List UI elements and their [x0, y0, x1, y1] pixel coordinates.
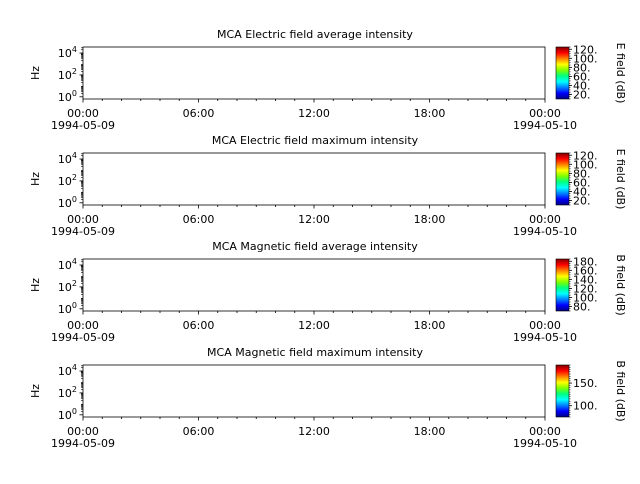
- x-tick-label: 06:00: [183, 213, 215, 226]
- y-axis-label: Hz: [29, 66, 42, 80]
- colorbar-scale: [556, 47, 569, 99]
- colorbar-label: E field (dB): [614, 149, 627, 210]
- y-tick-label: 104: [58, 45, 77, 60]
- plot-area: [83, 259, 545, 311]
- spectrogram-panel-3: MCA Magnetic field average intensity 100 1…: [29, 240, 627, 344]
- y-tick-label: 102: [58, 173, 77, 188]
- y-tick-label: 104: [58, 257, 77, 272]
- spectrogram-panel-2: MCA Electric field maximum intensity 100 1…: [29, 134, 627, 238]
- panel-title: MCA Electric field average intensity: [217, 28, 413, 41]
- x-date-label: 1994-05-10: [513, 119, 577, 132]
- x-date-label: 1994-05-09: [51, 119, 115, 132]
- y-tick-label: 100: [58, 195, 77, 210]
- plot-area: [83, 153, 545, 205]
- y-tick-label: 102: [58, 67, 77, 82]
- panel-title: MCA Magnetic field average intensity: [212, 240, 418, 253]
- panel-title: MCA Electric field maximum intensity: [212, 134, 419, 147]
- colorbar: 20.40.60.80.100.120.E field (dB): [556, 149, 627, 210]
- colorbar-tick-label: 120.: [573, 149, 598, 162]
- x-date-label: 1994-05-10: [513, 225, 577, 238]
- x-tick-label: 18:00: [414, 107, 446, 120]
- colorbar: 20.40.60.80.100.120.E field (dB): [556, 43, 627, 104]
- spectrogram-panel-1: MCA Electric field average intensity 100 1…: [29, 28, 627, 132]
- y-axis-label: Hz: [29, 172, 42, 186]
- x-tick-label: 12:00: [298, 213, 330, 226]
- x-tick-label: 18:00: [414, 213, 446, 226]
- colorbar-label: E field (dB): [614, 43, 627, 104]
- x-tick-label: 12:00: [298, 107, 330, 120]
- x-tick-label: 06:00: [183, 107, 215, 120]
- plot-area: [83, 47, 545, 99]
- colorbar-scale: [556, 153, 569, 205]
- y-tick-label: 102: [58, 279, 77, 294]
- y-tick-label: 100: [58, 89, 77, 104]
- y-tick-label: 100: [58, 301, 77, 316]
- colorbar-tick-label: 120.: [573, 43, 598, 56]
- y-tick-label: 104: [58, 151, 77, 166]
- x-date-label: 1994-05-09: [51, 225, 115, 238]
